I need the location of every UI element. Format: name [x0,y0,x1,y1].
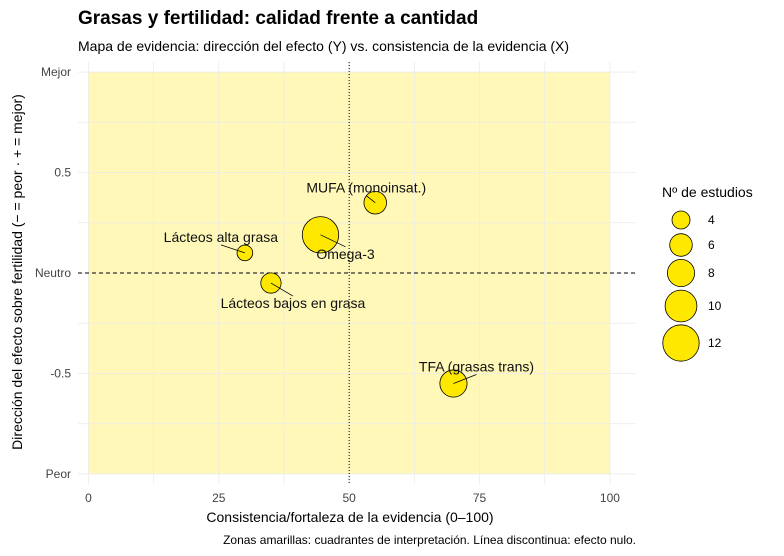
x-tick-label: 25 [212,491,226,505]
legend-key [671,210,691,230]
x-tick-label: 50 [342,491,356,505]
y-tick-label: -0.5 [50,366,71,380]
point-label: MUFA (monoinsat.) [306,180,426,196]
point-label: Omega-3 [316,246,375,262]
label-leader [220,244,246,254]
legend-key [669,233,693,257]
legend-key [662,324,700,362]
legend-key [667,258,696,287]
point-label: Lácteos bajos en grasa [221,295,366,311]
label-leader [320,234,346,248]
chart-subtitle: Mapa de evidencia: dirección del efecto … [78,38,569,54]
x-axis-title: Consistencia/fortaleza de la evidencia (… [206,509,493,525]
y-axis-title: Dirección del efecto sobre fertilidad (−… [9,94,25,450]
size-legend: Nº de estudios 4 6 8 10 12 [662,184,753,362]
legend-label: 10 [708,299,722,313]
x-tick-label: 0 [85,491,92,505]
x-tick-label: 100 [600,491,620,505]
legend-label: 6 [708,238,715,252]
chart-title: Grasas y fertilidad: calidad frente a ca… [78,8,478,29]
y-tick-label: Peor [46,467,71,481]
label-leader [453,374,477,384]
legend-label: 4 [708,213,715,227]
plot-area: 0 25 50 75 100 Peor -0.5 Neutro 0.5 Mejor MUFA (mo… [35,62,636,505]
point-label: TFA (grasas trans) [419,359,534,375]
label-leader [270,282,294,297]
y-tick-label: Neutro [35,266,71,280]
y-tick-label: 0.5 [54,166,71,180]
x-tick-label: 75 [473,491,487,505]
legend-title: Nº de estudios [662,184,753,200]
y-tick-label: Mejor [41,65,71,79]
point-label: Lácteos alta grasa [164,229,279,245]
legend-label: 12 [708,336,722,350]
label-leader [366,195,376,203]
chart-caption: Zonas amarillas: cuadrantes de interpret… [223,533,636,547]
legend-label: 8 [708,266,715,280]
legend-key [664,289,698,323]
